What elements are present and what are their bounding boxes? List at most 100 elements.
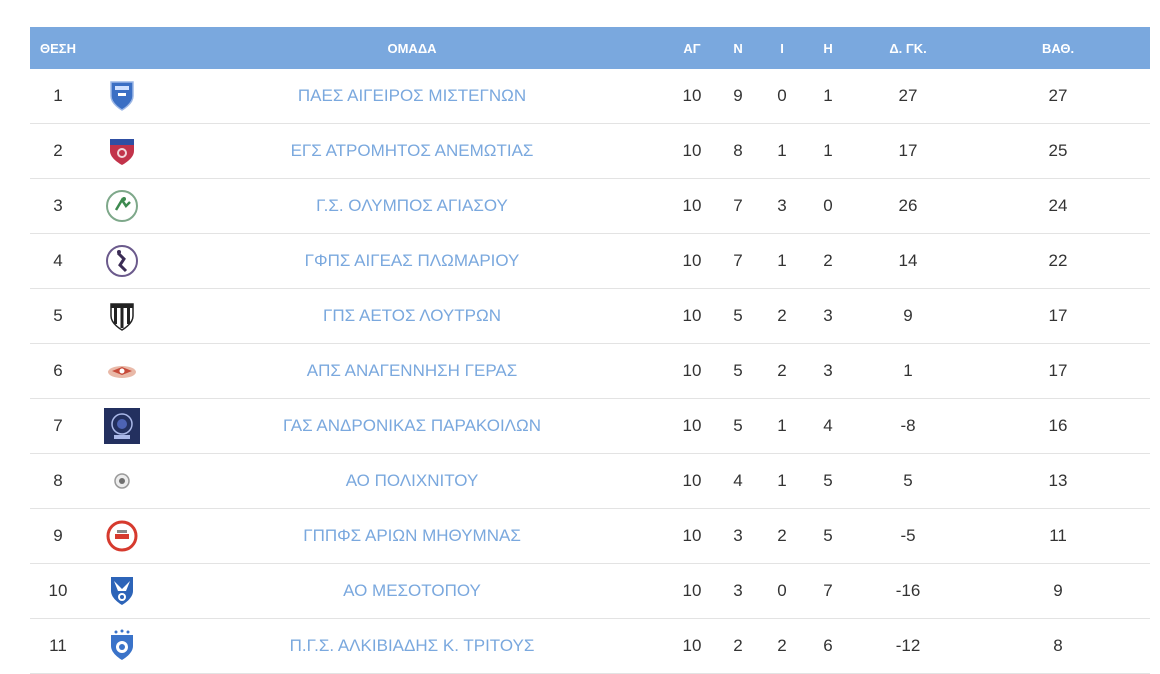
circle-green-logo bbox=[104, 188, 140, 224]
draws-cell: 2 bbox=[758, 288, 807, 344]
wins-cell: 2 bbox=[718, 618, 759, 674]
position-cell: 9 bbox=[30, 508, 86, 564]
goal-diff-cell: -12 bbox=[850, 618, 967, 674]
draws-cell: 0 bbox=[758, 563, 807, 619]
bird-logo bbox=[104, 353, 140, 389]
shield-red-logo bbox=[104, 133, 140, 169]
table-row: 2 ΕΓΣ ΑΤΡΟΜΗΤΟΣ ΑΝΕΜΩΤΙΑΣ 10 8 1 1 17 25 bbox=[30, 123, 1151, 179]
position-cell: 8 bbox=[30, 453, 86, 509]
team-name-link[interactable]: ΓΠΣ ΑΕΤΟΣ ΛΟΥΤΡΩΝ bbox=[158, 288, 667, 344]
wins-cell: 9 bbox=[718, 69, 759, 124]
position-cell: 10 bbox=[30, 563, 86, 619]
team-name-link[interactable]: Γ.Σ. ΟΛΥΜΠΟΣ ΑΓΙΑΣΟΥ bbox=[158, 178, 667, 234]
logo-cell bbox=[86, 178, 159, 234]
points-cell: 17 bbox=[966, 288, 1151, 344]
played-cell: 10 bbox=[666, 398, 719, 454]
position-cell: 5 bbox=[30, 288, 86, 344]
points-cell: 24 bbox=[966, 178, 1151, 234]
wins-cell: 4 bbox=[718, 453, 759, 509]
position-cell: 7 bbox=[30, 398, 86, 454]
points-cell: 8 bbox=[966, 618, 1151, 674]
points-cell: 11 bbox=[966, 508, 1151, 564]
goal-diff-cell: -16 bbox=[850, 563, 967, 619]
logo-cell bbox=[86, 618, 159, 674]
played-cell: 10 bbox=[666, 233, 719, 289]
position-cell: 11 bbox=[30, 618, 86, 674]
table-row: 3 Γ.Σ. ΟΛΥΜΠΟΣ ΑΓΙΑΣΟΥ 10 7 3 0 26 24 bbox=[30, 178, 1151, 234]
logo-cell bbox=[86, 508, 159, 564]
goal-diff-cell: -5 bbox=[850, 508, 967, 564]
wins-cell: 3 bbox=[718, 563, 759, 619]
team-name-link[interactable]: ΓΦΠΣ ΑΙΓΕΑΣ ΠΛΩΜΑΡΙΟΥ bbox=[158, 233, 667, 289]
losses-cell: 6 bbox=[806, 618, 851, 674]
team-name-link[interactable]: ΓΠΠΦΣ ΑΡΙΩΝ ΜΗΘΥΜΝΑΣ bbox=[158, 508, 667, 564]
played-cell: 10 bbox=[666, 288, 719, 344]
losses-cell: 4 bbox=[806, 398, 851, 454]
points-cell: 13 bbox=[966, 453, 1151, 509]
points-cell: 25 bbox=[966, 123, 1151, 179]
position-cell: 6 bbox=[30, 343, 86, 399]
goal-diff-cell: 26 bbox=[850, 178, 967, 234]
circle-purple-logo bbox=[104, 243, 140, 279]
table-row: 4 ΓΦΠΣ ΑΙΓΕΑΣ ΠΛΩΜΑΡΙΟΥ 10 7 1 2 14 22 bbox=[30, 233, 1151, 289]
draws-cell: 1 bbox=[758, 123, 807, 179]
losses-cell: 7 bbox=[806, 563, 851, 619]
table-row: 8 ΑΟ ΠΟΛΙΧΝΙΤΟΥ 10 4 1 5 5 13 bbox=[30, 453, 1151, 509]
logo-cell bbox=[86, 69, 159, 124]
played-cell: 10 bbox=[666, 69, 719, 124]
played-cell: 10 bbox=[666, 178, 719, 234]
losses-cell: 5 bbox=[806, 453, 851, 509]
points-cell: 16 bbox=[966, 398, 1151, 454]
wins-cell: 5 bbox=[718, 398, 759, 454]
table-row: 6 ΑΠΣ ΑΝΑΓΕΝΝΗΣΗ ΓΕΡΑΣ 10 5 2 3 1 17 bbox=[30, 343, 1151, 399]
header-row: ΘΕΣΗ ΟΜΑΔΑ ΑΓ Ν Ι Η Δ. ΓΚ. ΒΑΘ. bbox=[30, 27, 1151, 69]
team-name-link[interactable]: ΕΓΣ ΑΤΡΟΜΗΤΟΣ ΑΝΕΜΩΤΙΑΣ bbox=[158, 123, 667, 179]
position-cell: 4 bbox=[30, 233, 86, 289]
losses-cell: 3 bbox=[806, 288, 851, 344]
draws-cell: 1 bbox=[758, 233, 807, 289]
goal-diff-cell: 1 bbox=[850, 343, 967, 399]
played-cell: 10 bbox=[666, 508, 719, 564]
logo-cell bbox=[86, 123, 159, 179]
draws-cell: 2 bbox=[758, 508, 807, 564]
played-cell: 10 bbox=[666, 343, 719, 399]
draws-cell: 1 bbox=[758, 453, 807, 509]
team-name-link[interactable]: ΓΑΣ ΑΝΔΡΟΝΙΚΑΣ ΠΑΡΑΚΟΙΛΩΝ bbox=[158, 398, 667, 454]
header-team: ΟΜΑΔΑ bbox=[158, 27, 667, 69]
draws-cell: 0 bbox=[758, 69, 807, 124]
team-name-link[interactable]: ΑΟ ΜΕΣΟΤΟΠΟΥ bbox=[158, 563, 667, 619]
draws-cell: 3 bbox=[758, 178, 807, 234]
logo-cell bbox=[86, 563, 159, 619]
header-position: ΘΕΣΗ bbox=[30, 27, 159, 69]
shield-blue-logo bbox=[104, 78, 140, 114]
team-name-link[interactable]: ΑΠΣ ΑΝΑΓΕΝΝΗΣΗ ΓΕΡΑΣ bbox=[158, 343, 667, 399]
circle-grey-logo bbox=[104, 463, 140, 499]
wins-cell: 7 bbox=[718, 178, 759, 234]
goal-diff-cell: 17 bbox=[850, 123, 967, 179]
wins-cell: 5 bbox=[718, 288, 759, 344]
points-cell: 9 bbox=[966, 563, 1151, 619]
points-cell: 17 bbox=[966, 343, 1151, 399]
position-cell: 1 bbox=[30, 69, 86, 124]
circle-red-logo bbox=[104, 518, 140, 554]
played-cell: 10 bbox=[666, 563, 719, 619]
draws-cell: 2 bbox=[758, 343, 807, 399]
header-goal-diff: Δ. ΓΚ. bbox=[850, 27, 967, 69]
played-cell: 10 bbox=[666, 618, 719, 674]
team-name-link[interactable]: ΠΑΕΣ ΑΙΓΕΙΡΟΣ ΜΙΣΤΕΓΝΩΝ bbox=[158, 69, 667, 124]
table-row: 9 ΓΠΠΦΣ ΑΡΙΩΝ ΜΗΘΥΜΝΑΣ 10 3 2 5 -5 11 bbox=[30, 508, 1151, 564]
header-losses: Η bbox=[806, 27, 851, 69]
losses-cell: 3 bbox=[806, 343, 851, 399]
square-navy-logo bbox=[104, 408, 140, 444]
position-cell: 3 bbox=[30, 178, 86, 234]
goal-diff-cell: 9 bbox=[850, 288, 967, 344]
table-row: 1 ΠΑΕΣ ΑΙΓΕΙΡΟΣ ΜΙΣΤΕΓΝΩΝ 10 9 0 1 27 27 bbox=[30, 69, 1151, 124]
team-name-link[interactable]: Π.Γ.Σ. ΑΛΚΙΒΙΑΔΗΣ Κ. ΤΡΙΤΟΥΣ bbox=[158, 618, 667, 674]
table-row: 7 ΓΑΣ ΑΝΔΡΟΝΙΚΑΣ ΠΑΡΑΚΟΙΛΩΝ 10 5 1 4 -8 16 bbox=[30, 398, 1151, 454]
header-wins: Ν bbox=[718, 27, 759, 69]
table-row: 11 Π.Γ.Σ. ΑΛΚΙΒΙΑΔΗΣ Κ. ΤΡΙΤΟΥΣ 10 2 2 6 -12 8 bbox=[30, 618, 1151, 674]
team-name-link[interactable]: ΑΟ ΠΟΛΙΧΝΙΤΟΥ bbox=[158, 453, 667, 509]
position-cell: 2 bbox=[30, 123, 86, 179]
losses-cell: 1 bbox=[806, 123, 851, 179]
points-cell: 22 bbox=[966, 233, 1151, 289]
